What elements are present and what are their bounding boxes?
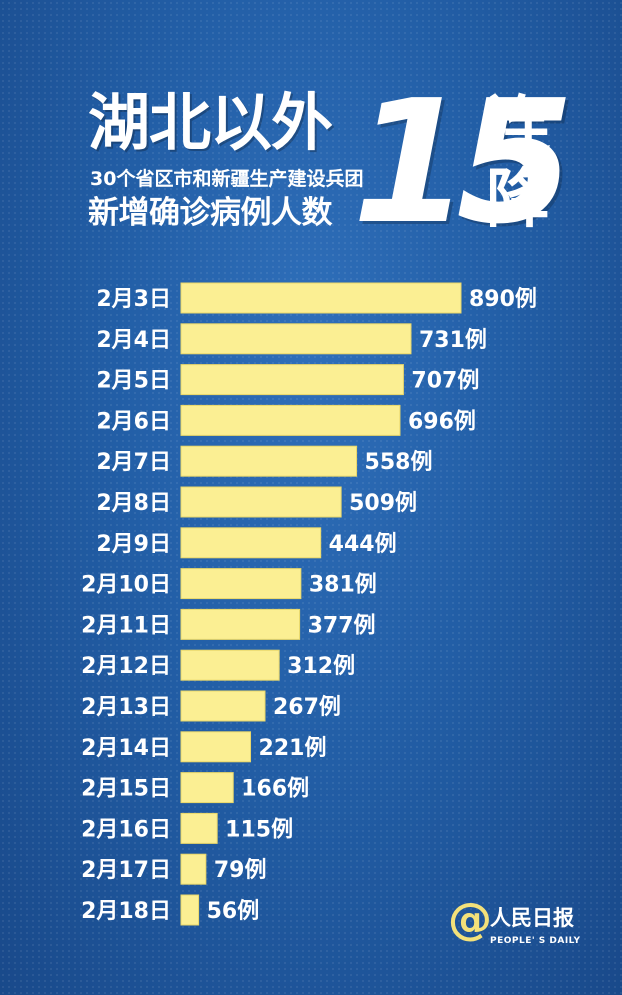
bar <box>180 527 322 559</box>
value-label: 79例 <box>214 858 267 883</box>
title-jiang: 降 <box>486 163 550 237</box>
value-label: 267例 <box>273 695 341 720</box>
logo-at-icon: @ <box>448 894 492 945</box>
category-label: 2月12日 <box>81 654 171 679</box>
bar <box>180 608 301 640</box>
category-label: 2月5日 <box>96 369 171 394</box>
category-label: 2月13日 <box>81 695 171 720</box>
category-label: 2月15日 <box>81 777 171 802</box>
category-label: 2月3日 <box>96 287 171 312</box>
subtitle-metric: 新增确诊病例人数 <box>88 195 333 231</box>
bar <box>180 649 280 681</box>
bar <box>180 731 252 763</box>
bar <box>180 853 207 885</box>
category-label: 2月16日 <box>81 817 171 842</box>
value-label: 707例 <box>411 369 479 394</box>
category-label: 2月18日 <box>81 899 171 924</box>
value-label: 221例 <box>259 736 327 761</box>
category-label: 2月17日 <box>81 858 171 883</box>
subtitle-region: 30个省区市和新疆生产建设兵团 <box>90 168 364 190</box>
page-title: 湖北以外 <box>88 86 333 159</box>
category-label: 2月10日 <box>81 573 171 598</box>
bar <box>180 323 412 355</box>
category-label: 2月8日 <box>96 491 171 516</box>
bar <box>180 690 266 722</box>
bar <box>180 445 358 477</box>
category-label: 2月14日 <box>81 736 171 761</box>
bar <box>180 812 218 844</box>
logo-english: PEOPLE' S DAILY <box>490 936 581 946</box>
value-label: 696例 <box>408 409 476 434</box>
bar <box>180 568 302 600</box>
value-label: 312例 <box>287 654 355 679</box>
bar <box>180 282 462 314</box>
value-label: 731例 <box>419 328 487 353</box>
value-label: 558例 <box>365 450 433 475</box>
logo-name: 人民日报 <box>490 906 574 930</box>
value-label: 444例 <box>329 532 397 557</box>
category-label: 2月7日 <box>96 450 171 475</box>
bar <box>180 364 404 396</box>
bar <box>180 772 234 804</box>
value-label: 509例 <box>349 491 417 516</box>
value-label: 890例 <box>469 287 537 312</box>
peoples-daily-logo: @ 人民日报 PEOPLE' S DAILY <box>448 898 598 958</box>
value-label: 115例 <box>225 817 293 842</box>
category-label: 2月6日 <box>96 409 171 434</box>
bar <box>180 404 401 436</box>
value-label: 377例 <box>308 613 376 638</box>
bar <box>180 486 342 518</box>
value-label: 381例 <box>309 573 377 598</box>
category-label: 2月4日 <box>96 328 171 353</box>
value-label: 166例 <box>241 777 309 802</box>
bar <box>180 894 200 926</box>
title-lian: 连 <box>486 90 550 164</box>
category-label: 2月11日 <box>81 613 171 638</box>
big-number: 15 <box>352 64 575 262</box>
category-label: 2月9日 <box>96 532 171 557</box>
value-label: 56例 <box>207 899 260 924</box>
